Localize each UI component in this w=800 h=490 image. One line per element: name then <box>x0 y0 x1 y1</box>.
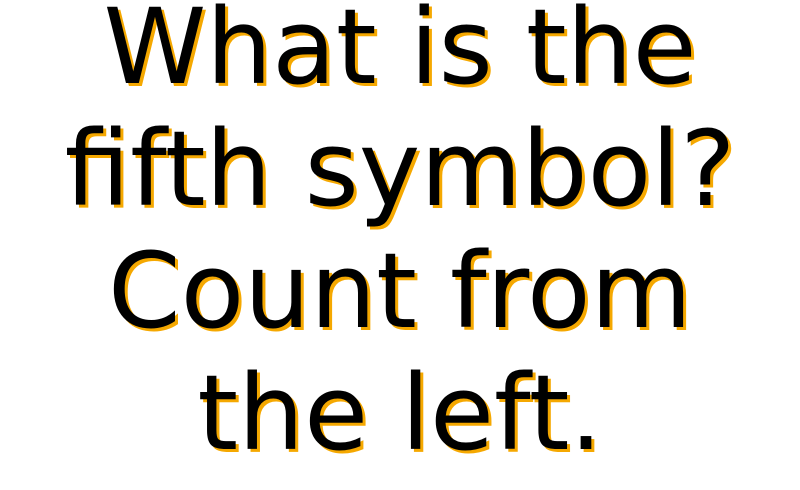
question-line-1: What is the <box>103 0 697 108</box>
question-line-4: the left. <box>197 352 603 474</box>
question-line-2: fifth symbol? <box>64 108 736 230</box>
question-line-3: Count from <box>108 230 692 352</box>
